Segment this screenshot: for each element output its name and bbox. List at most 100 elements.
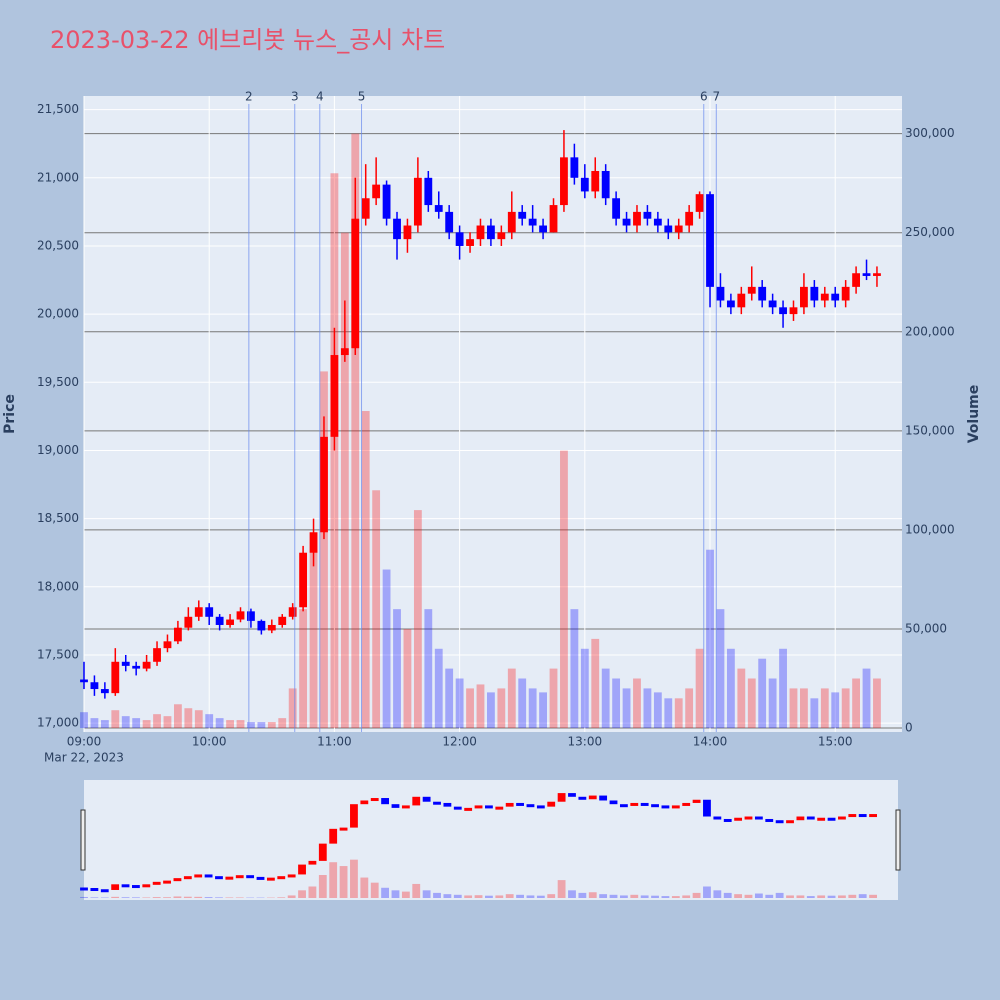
slider-candle	[183, 876, 192, 880]
volume-bar	[173, 704, 182, 729]
volume-bar	[768, 678, 777, 729]
slider-volume-bar	[433, 892, 441, 898]
y-tick-label: 19,000	[37, 443, 79, 457]
candle-body	[591, 170, 600, 192]
candle-body	[810, 286, 819, 301]
slider-candle	[848, 814, 857, 818]
slider-candle	[370, 798, 379, 802]
candle-body	[80, 679, 88, 683]
volume-bar	[570, 609, 579, 729]
candle-body	[163, 641, 172, 649]
candle-body	[601, 170, 610, 199]
candle-body	[466, 239, 474, 246]
candle-body	[580, 177, 589, 192]
slider-volume-bar	[360, 877, 369, 898]
slider-candle	[869, 814, 877, 818]
slider-candle	[401, 805, 410, 809]
slider-volume-bar	[235, 897, 244, 898]
slider-candle	[464, 807, 473, 811]
slider-volume-bar	[619, 895, 628, 898]
volume-bar	[320, 371, 328, 729]
candle-body	[789, 307, 798, 315]
volume-bar	[455, 678, 464, 729]
slider-candle	[858, 814, 867, 818]
volume-bar	[90, 718, 99, 729]
slider-volume-bar	[194, 896, 203, 898]
volume-bar	[580, 648, 589, 729]
slider-volume-bar	[734, 894, 743, 898]
candle-body	[132, 665, 141, 669]
volume-bar	[215, 718, 224, 729]
slider-volume-bar	[90, 897, 99, 898]
candle-body	[257, 620, 266, 631]
slider-volume-bar	[225, 897, 234, 898]
slider-candle	[350, 804, 358, 828]
slider-candle	[90, 888, 99, 892]
range-handle[interactable]	[895, 809, 901, 871]
y2-tick-label: 200,000	[905, 324, 955, 338]
slider-volume-bar	[703, 886, 711, 898]
slider-volume-bar	[464, 895, 473, 898]
volume-bar	[643, 688, 652, 729]
candle-body	[90, 682, 99, 690]
volume-bar	[466, 688, 474, 729]
event-label: 3	[291, 90, 299, 104]
slider-volume-bar	[287, 895, 296, 898]
candle-body	[873, 273, 881, 276]
candle-body	[549, 205, 558, 233]
volume-bar	[800, 688, 808, 729]
candle-body	[841, 286, 850, 301]
slider-volume-bar	[588, 892, 597, 898]
slider-candle	[422, 796, 431, 802]
volume-bar	[111, 710, 120, 729]
candle-body	[299, 552, 308, 608]
chart-title: 2023-03-22 에브리봇 뉴스_공시 차트	[50, 26, 445, 54]
y-tick-label: 18,000	[37, 579, 79, 593]
candle-body	[528, 218, 537, 226]
slider-candle	[557, 793, 566, 802]
slider-volume-bar	[827, 895, 836, 898]
slider-candle	[661, 805, 670, 809]
candle-body	[226, 619, 234, 625]
slider-candle	[640, 802, 649, 806]
y2-tick-label: 300,000	[905, 126, 955, 140]
candle-body	[706, 194, 714, 287]
slider-candle	[111, 884, 120, 890]
candle-body	[278, 616, 287, 625]
slider-volume-bar	[350, 859, 358, 898]
volume-bar	[278, 718, 287, 729]
slider-candle	[526, 804, 535, 808]
slider-candle	[723, 818, 732, 822]
slider-candle	[339, 827, 348, 831]
slider-candle	[132, 885, 140, 889]
slider-candle	[485, 805, 493, 809]
volume-bar	[612, 678, 621, 729]
slider-volume-bar	[682, 895, 691, 898]
slider-volume-bar	[661, 896, 670, 898]
candle-body	[612, 198, 621, 219]
range-slider[interactable]	[84, 780, 898, 900]
volume-bar	[487, 692, 495, 729]
slider-volume-bar	[817, 895, 826, 898]
slider-candle	[495, 806, 504, 810]
slider-volume-bar	[692, 892, 701, 898]
slider-candle	[152, 881, 161, 885]
slider-volume-bar	[671, 896, 680, 898]
candle-body	[518, 211, 527, 219]
volume-bar	[267, 722, 276, 729]
candle-body	[434, 205, 443, 212]
candle-body	[205, 607, 214, 617]
slider-candle	[391, 804, 400, 808]
candle-body	[372, 184, 381, 199]
candle-body	[539, 225, 547, 233]
event-label: 2	[245, 90, 253, 104]
x-tick-label: 09:00	[67, 735, 102, 749]
slider-candle	[308, 860, 317, 865]
slider-candle	[713, 816, 722, 820]
candle-body	[455, 232, 464, 246]
candle-body	[288, 607, 297, 617]
slider-volume-bar	[474, 895, 483, 898]
slider-volume-bar	[298, 890, 306, 898]
slider-volume-bar	[578, 892, 587, 898]
range-handle[interactable]	[80, 809, 86, 871]
